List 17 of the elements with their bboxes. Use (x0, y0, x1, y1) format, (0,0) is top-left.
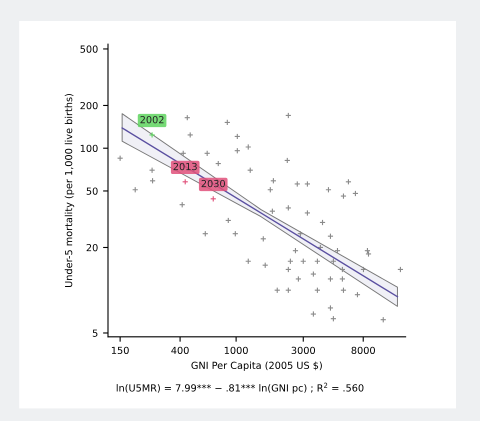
x-tick-label: 8000 (352, 346, 375, 354)
y-tick-label: 5 (92, 330, 98, 337)
y-tick-label: 100 (80, 144, 98, 152)
x-tick-label: 400 (171, 346, 189, 354)
x-axis-title: GNI Per Capita (2005 US $) (191, 361, 322, 371)
series-label: 2002 (140, 116, 164, 124)
x-tick-label: 3000 (292, 346, 315, 354)
x-tick-label: 150 (112, 346, 129, 354)
x-tick-label: 1000 (224, 346, 248, 354)
y-axis-title: Under-5 mortality (per 1,000 live births) (64, 94, 74, 288)
series-label: 2030 (202, 180, 225, 188)
y-tick-label: 200 (80, 102, 98, 110)
y-tick-label: 20 (86, 244, 98, 252)
y-tick-label: 50 (86, 187, 98, 195)
y-tick-label: 500 (80, 45, 98, 53)
series-label: 2013 (174, 162, 197, 170)
text: ln(U5MR) = 7.99*** − .81*** ln(GNI pc) ; R$^{2}$ = .560 (116, 382, 364, 394)
